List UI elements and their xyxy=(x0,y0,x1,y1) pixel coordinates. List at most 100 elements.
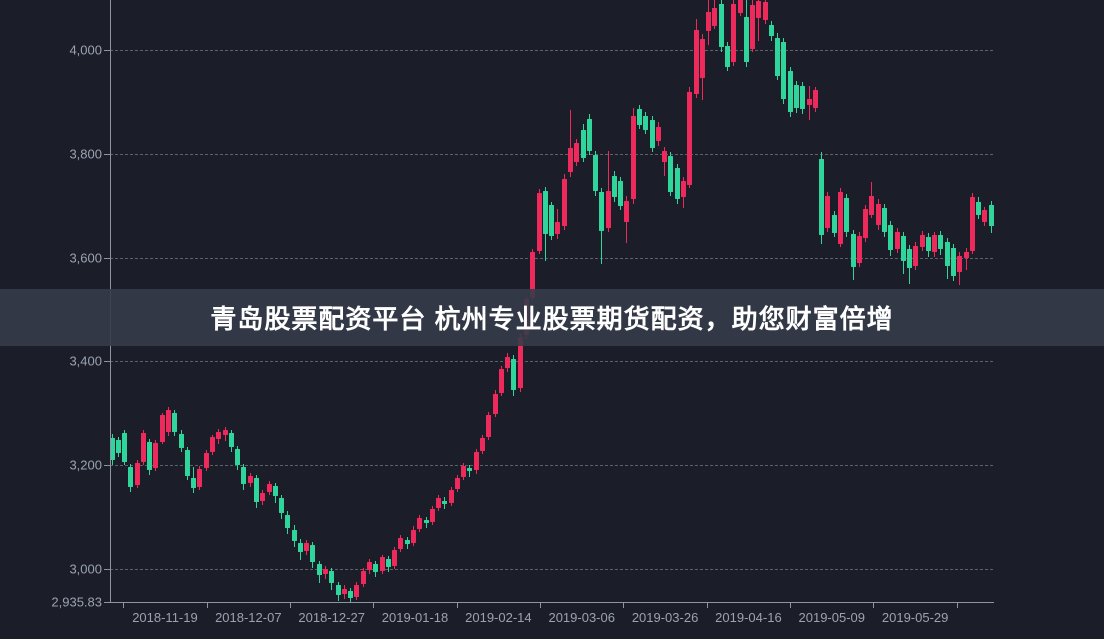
candle xyxy=(724,45,730,67)
candle xyxy=(197,469,203,488)
candle xyxy=(498,368,504,393)
grid-line xyxy=(110,50,993,51)
candle xyxy=(800,86,806,110)
candle xyxy=(944,242,950,266)
candle xyxy=(649,119,655,148)
candle xyxy=(511,359,517,391)
y-axis-tick xyxy=(104,50,110,51)
x-axis-tick xyxy=(540,602,542,608)
candle xyxy=(429,508,435,523)
candle xyxy=(404,539,410,545)
candle xyxy=(913,246,919,266)
x-tick-label: 2019-03-26 xyxy=(631,610,699,625)
candle xyxy=(768,25,774,37)
candle xyxy=(417,518,423,529)
candle-wick xyxy=(758,0,760,41)
candle xyxy=(844,198,850,232)
candle xyxy=(743,16,749,63)
candle xyxy=(775,37,781,76)
candle xyxy=(794,85,800,109)
candle xyxy=(184,449,190,476)
candle xyxy=(304,543,310,552)
candle xyxy=(706,11,712,32)
candle xyxy=(341,588,347,594)
x-axis-line xyxy=(110,602,994,603)
candle xyxy=(235,448,241,466)
x-axis-tick xyxy=(206,602,208,608)
candle xyxy=(191,477,197,489)
x-axis-tick xyxy=(790,602,792,608)
candle xyxy=(881,207,887,232)
candle xyxy=(831,215,837,233)
candle xyxy=(574,143,580,163)
candle xyxy=(228,433,234,447)
candle xyxy=(109,438,115,461)
candle xyxy=(398,537,404,550)
candle xyxy=(392,550,398,566)
promo-banner: 青岛股票配资平台 杭州专业股票期货配资，助您财富倍增 xyxy=(0,289,1104,346)
candle xyxy=(178,434,184,448)
candle xyxy=(599,192,605,231)
candle xyxy=(216,432,222,440)
x-axis-tick xyxy=(290,602,291,608)
y-axis-tick xyxy=(104,153,110,155)
x-axis-tick xyxy=(123,602,125,608)
candle xyxy=(963,252,969,258)
y-tick-label: 3,800 xyxy=(69,146,102,162)
candle xyxy=(373,563,379,573)
candle xyxy=(128,467,134,488)
candle xyxy=(480,438,486,451)
candle xyxy=(668,155,674,193)
candle xyxy=(247,475,253,483)
candle xyxy=(662,150,668,163)
candle xyxy=(423,520,429,524)
candle xyxy=(203,452,209,469)
candle xyxy=(323,569,329,575)
candle xyxy=(605,191,611,228)
y-axis-tick xyxy=(104,465,110,467)
x-axis-tick xyxy=(373,602,375,608)
y-tick-label: 3,000 xyxy=(69,561,102,577)
candle xyxy=(593,154,599,192)
candle xyxy=(366,561,372,571)
candle xyxy=(348,590,354,599)
candle xyxy=(624,200,630,223)
candle xyxy=(492,393,498,415)
candle xyxy=(900,235,906,261)
candle xyxy=(279,498,285,513)
candle xyxy=(360,571,366,584)
candle xyxy=(159,415,165,443)
candle xyxy=(982,209,988,223)
candle xyxy=(869,196,875,216)
candle xyxy=(567,147,573,173)
candle xyxy=(637,109,643,125)
candle xyxy=(863,208,869,238)
x-axis-tick xyxy=(706,602,708,608)
candle xyxy=(122,433,128,463)
candle xyxy=(467,468,473,472)
candle xyxy=(285,515,291,528)
candle xyxy=(643,116,649,130)
x-axis-tick xyxy=(623,602,625,608)
candle xyxy=(894,231,900,250)
candle xyxy=(888,225,894,251)
x-tick-label: 2018-12-07 xyxy=(215,610,282,625)
candle xyxy=(517,336,523,389)
candle xyxy=(976,201,982,216)
x-axis-tick xyxy=(456,602,458,608)
x-tick-label: 2019-02-14 xyxy=(465,610,532,625)
x-tick-label: 2018-11-19 xyxy=(132,610,198,625)
candle xyxy=(907,249,913,268)
candle xyxy=(555,222,561,235)
candle xyxy=(209,437,215,452)
candle xyxy=(586,118,592,151)
candle xyxy=(712,8,718,27)
candle xyxy=(693,30,699,94)
candle xyxy=(530,252,536,299)
y-axis-tick xyxy=(104,361,110,363)
candle xyxy=(442,500,448,504)
candle xyxy=(731,4,737,63)
candle xyxy=(618,180,624,206)
x-tick-label: 2018-12-27 xyxy=(298,610,365,625)
